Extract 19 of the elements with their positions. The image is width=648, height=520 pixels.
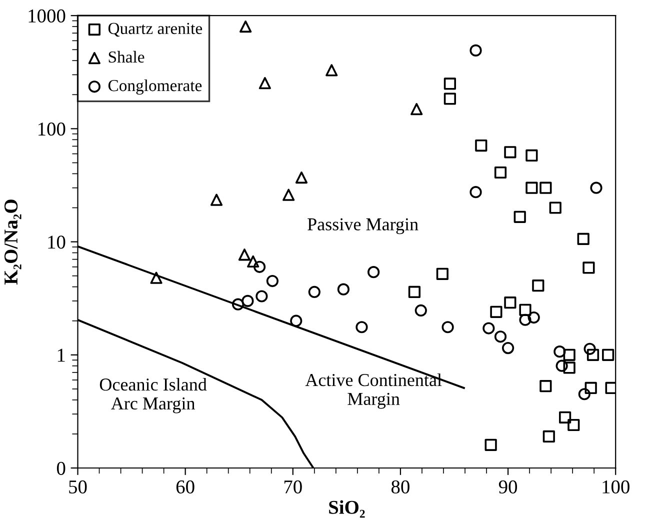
- x-tick-label: 60: [176, 480, 194, 494]
- y-tick-label: 10: [48, 236, 66, 249]
- x-tick-label: 90: [498, 480, 518, 494]
- y-tick-label: 100: [38, 122, 66, 136]
- y-tick-label: 1: [58, 348, 65, 362]
- x-tick-label: 70: [284, 480, 302, 494]
- annotation: Oceanic Island Arc Margin: [100, 378, 207, 414]
- annotation: Passive Margin: [308, 218, 418, 234]
- x-tick-label: 50: [69, 480, 87, 494]
- legend-label: Quartz arenite: [108, 22, 202, 37]
- legend-label: Conglomerate: [108, 79, 202, 95]
- y-tick-label: 1000: [28, 9, 66, 23]
- x-axis-title: SiO₂: [329, 500, 365, 518]
- x-tick-label: 100: [602, 480, 630, 494]
- legend-label: Shale: [108, 50, 144, 63]
- y-tick-label: 0: [56, 462, 66, 475]
- annotation: Active Continental Margin: [305, 373, 442, 409]
- x-tick-label: 80: [391, 480, 410, 494]
- y-axis-title: K₂O/Na₂O: [4, 200, 22, 285]
